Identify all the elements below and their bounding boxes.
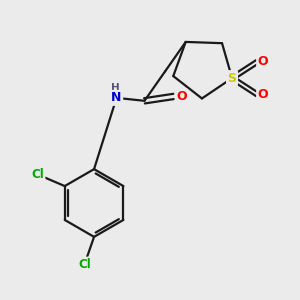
Text: O: O (258, 88, 268, 101)
Text: Cl: Cl (31, 168, 44, 181)
Text: O: O (258, 56, 268, 68)
Text: S: S (228, 72, 237, 85)
Text: N: N (111, 92, 122, 104)
Text: O: O (176, 90, 187, 103)
Text: H: H (111, 83, 119, 93)
Text: Cl: Cl (79, 258, 92, 271)
